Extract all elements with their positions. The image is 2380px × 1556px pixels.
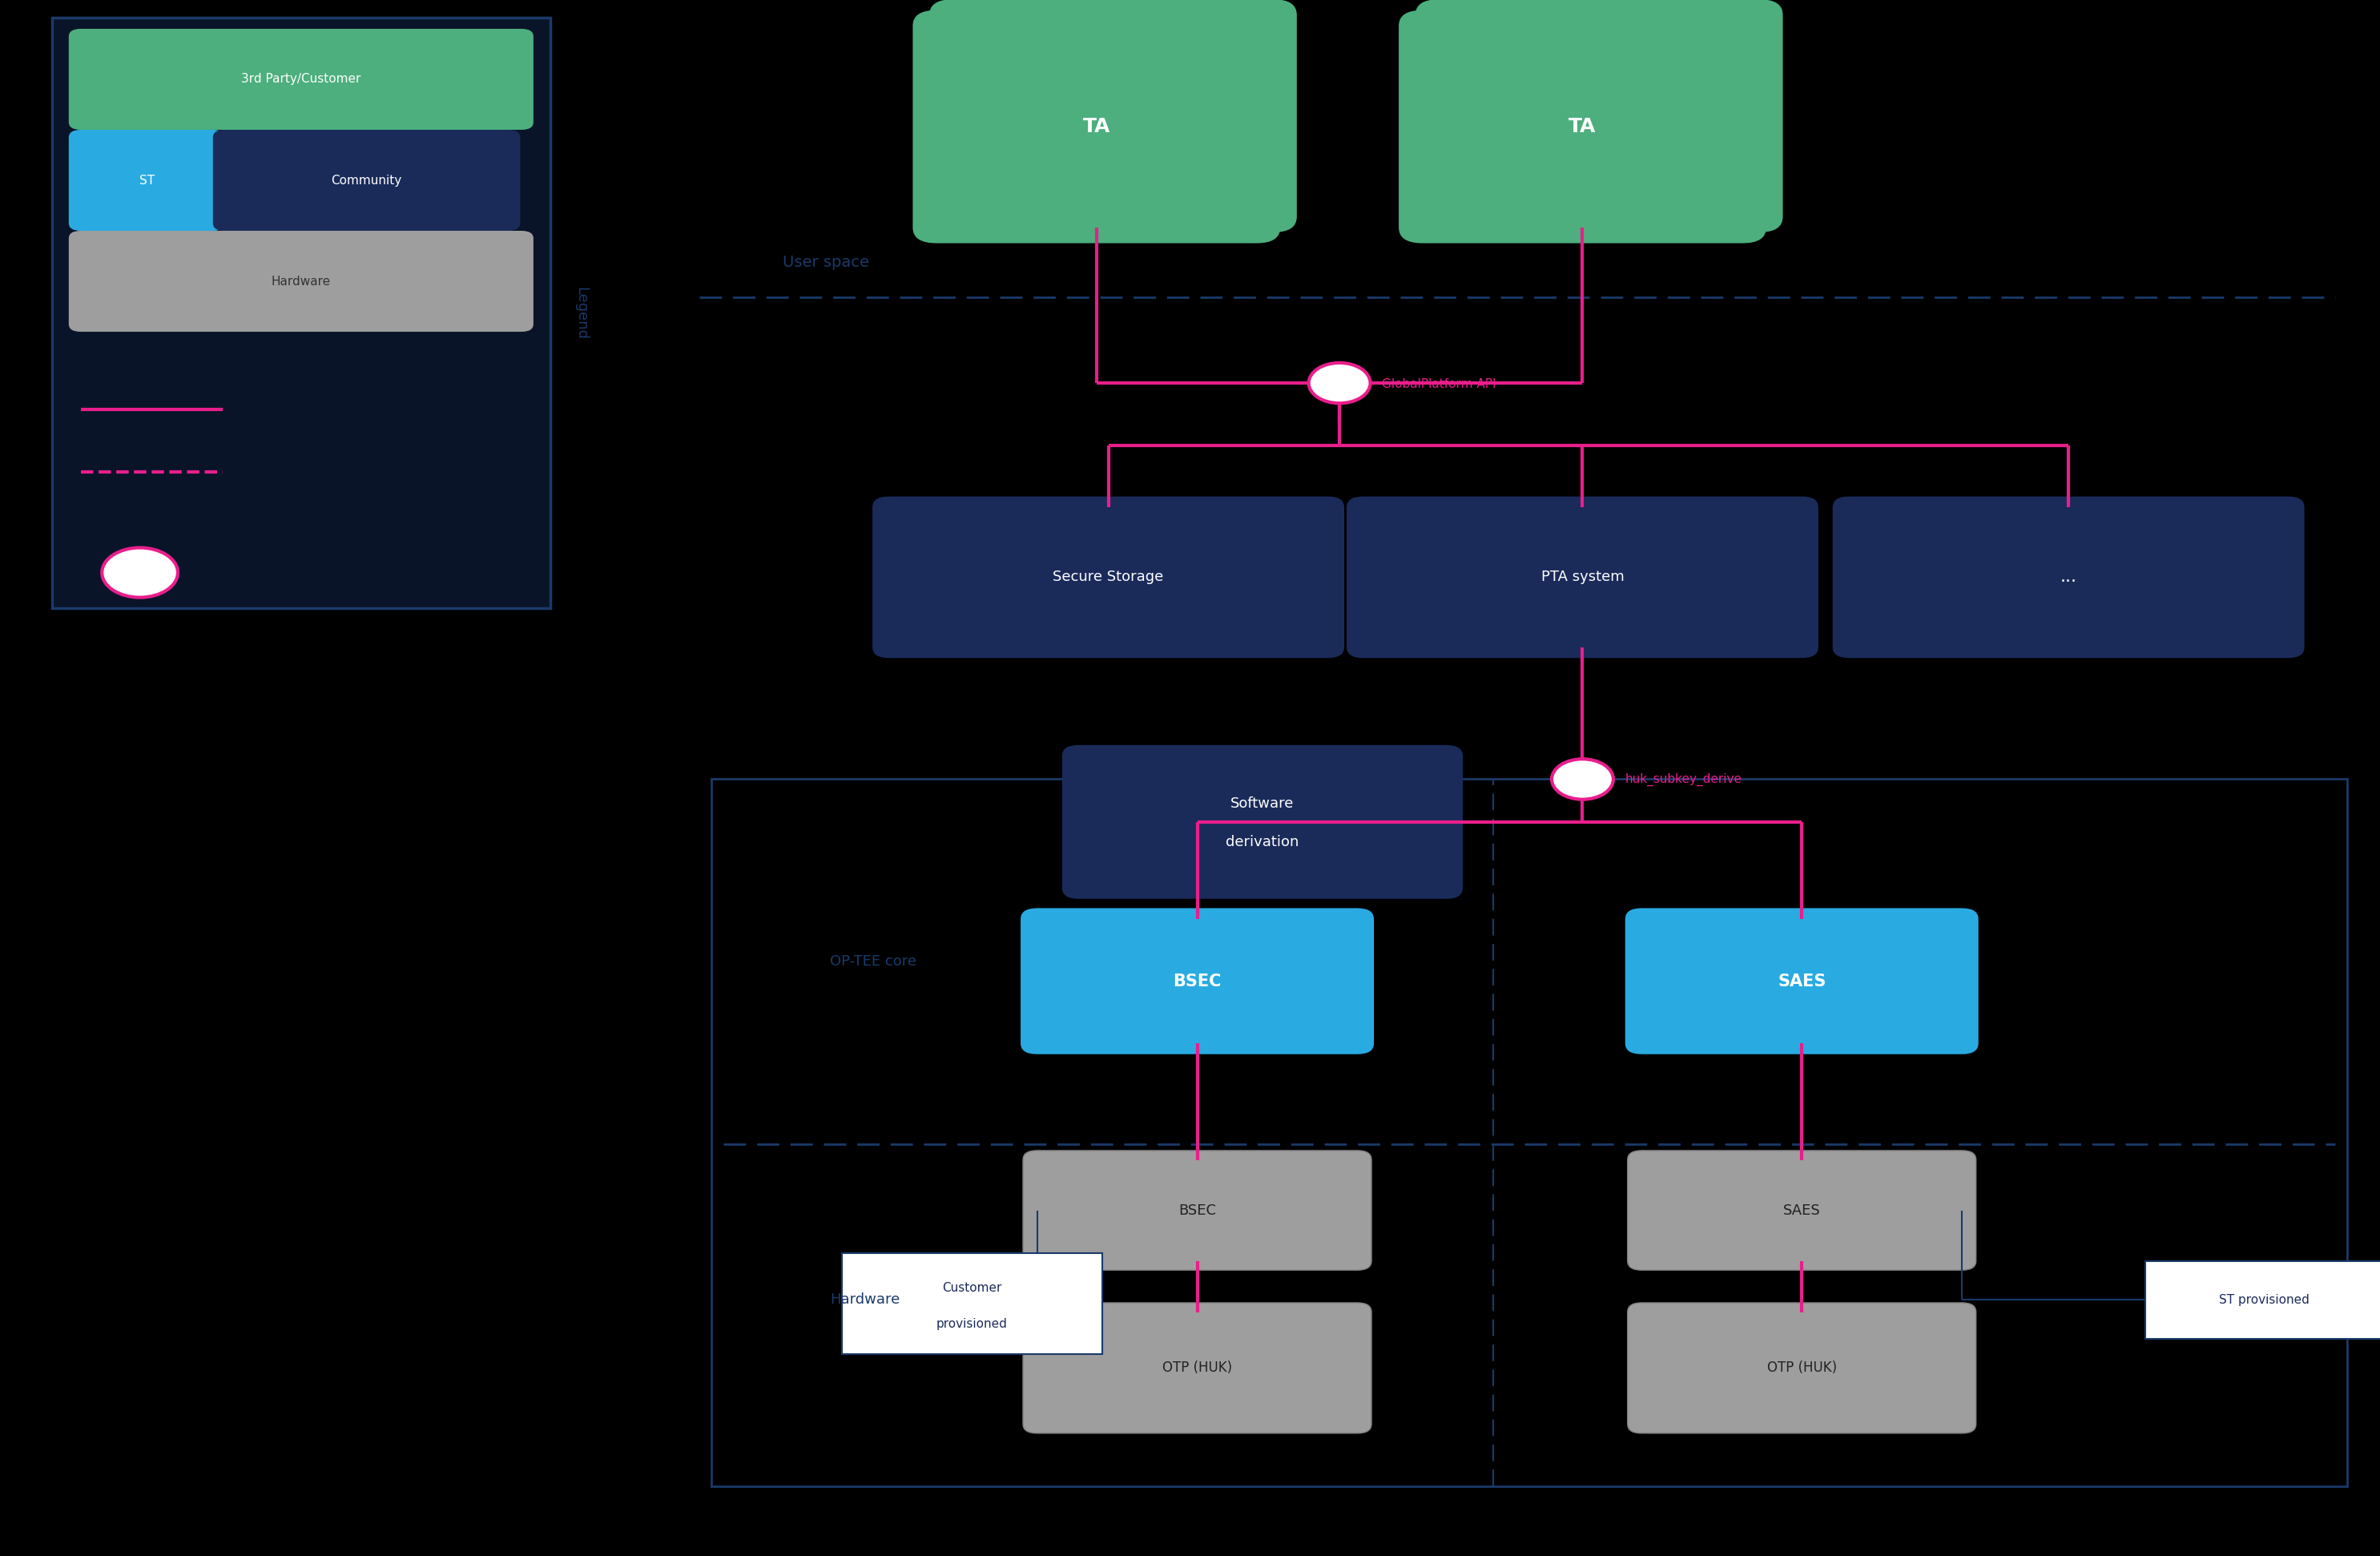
Text: SAES: SAES [1783, 1203, 1821, 1217]
Text: Legend: Legend [574, 286, 588, 339]
Text: BSEC: BSEC [1173, 972, 1221, 990]
Text: derivation: derivation [1226, 836, 1299, 850]
FancyBboxPatch shape [69, 230, 533, 331]
FancyBboxPatch shape [1833, 496, 2304, 658]
FancyBboxPatch shape [914, 11, 1280, 243]
FancyBboxPatch shape [1023, 1150, 1371, 1270]
Text: Hardware: Hardware [831, 1293, 900, 1307]
FancyBboxPatch shape [212, 129, 521, 230]
Bar [2144, 1260, 2380, 1338]
FancyBboxPatch shape [1416, 0, 1783, 232]
FancyBboxPatch shape [1021, 909, 1373, 1053]
Text: Hardware: Hardware [271, 275, 331, 288]
Text: BSEC: BSEC [1178, 1203, 1216, 1217]
FancyBboxPatch shape [1023, 1302, 1371, 1433]
FancyBboxPatch shape [1347, 496, 1818, 658]
Text: Customer: Customer [942, 1282, 1002, 1295]
FancyBboxPatch shape [1628, 1150, 1975, 1270]
Bar [712, 780, 2347, 1486]
Text: TA: TA [1083, 117, 1109, 137]
Text: PTA system: PTA system [1540, 569, 1623, 585]
Text: Secure Storage: Secure Storage [1052, 569, 1164, 585]
Text: huk_subkey_derive: huk_subkey_derive [1626, 773, 1742, 786]
Text: OP-TEE core: OP-TEE core [831, 954, 916, 969]
Text: OTP (HUK): OTP (HUK) [1766, 1362, 1837, 1376]
Text: ST: ST [138, 174, 155, 187]
Text: ...: ... [2061, 569, 2078, 585]
Text: Community: Community [331, 174, 402, 187]
FancyBboxPatch shape [1399, 11, 1766, 243]
Text: User space: User space [783, 254, 869, 269]
Text: TA: TA [1568, 117, 1597, 137]
Text: GlobalPlatform API: GlobalPlatform API [1383, 378, 1497, 391]
Circle shape [1552, 759, 1614, 800]
Bar [52, 19, 550, 608]
FancyBboxPatch shape [928, 0, 1297, 232]
Text: 3rd Party/Customer: 3rd Party/Customer [240, 73, 362, 86]
Text: ST provisioned: ST provisioned [2218, 1293, 2309, 1305]
Circle shape [1309, 363, 1371, 403]
FancyBboxPatch shape [69, 30, 533, 129]
Text: Software: Software [1230, 797, 1295, 811]
Text: provisioned: provisioned [935, 1318, 1007, 1330]
FancyBboxPatch shape [1626, 909, 1978, 1053]
Circle shape [102, 548, 178, 598]
FancyBboxPatch shape [873, 496, 1345, 658]
FancyBboxPatch shape [1061, 745, 1464, 899]
Bar [843, 1253, 1102, 1354]
Text: SAES: SAES [1778, 972, 1825, 990]
Text: OTP (HUK): OTP (HUK) [1161, 1362, 1233, 1376]
FancyBboxPatch shape [1628, 1302, 1975, 1433]
FancyBboxPatch shape [69, 129, 224, 230]
